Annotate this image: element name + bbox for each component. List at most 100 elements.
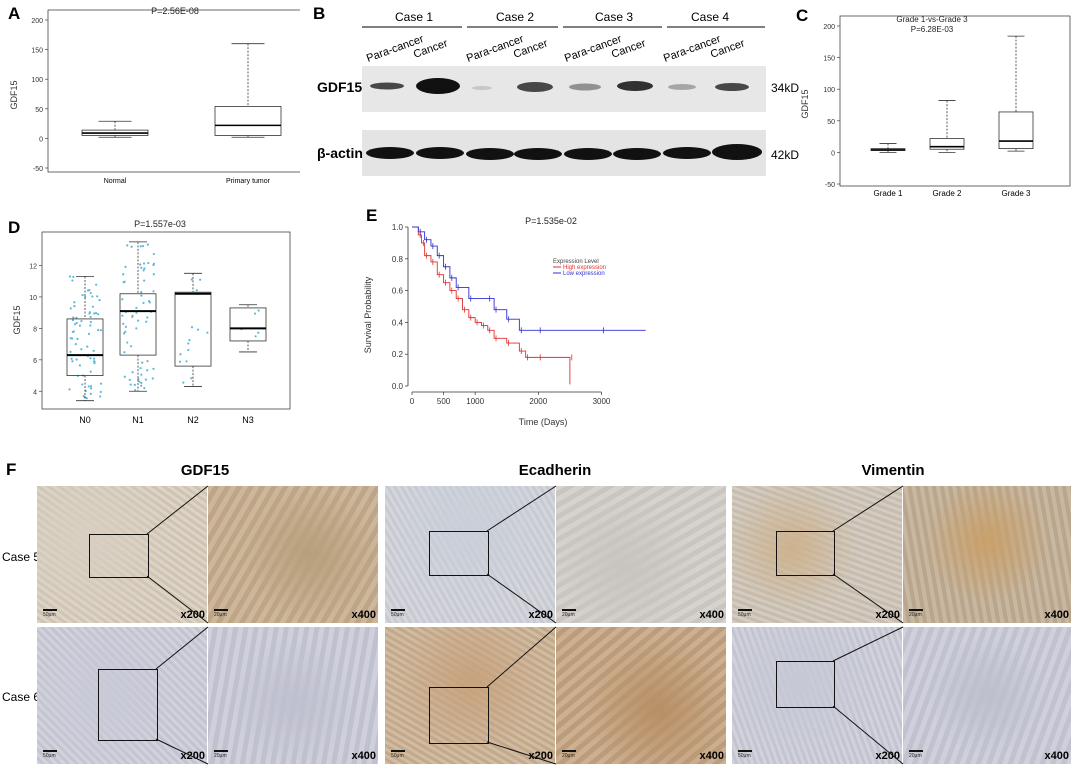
x-tick-label: 0 <box>410 397 415 406</box>
survival-curve <box>412 227 570 384</box>
data-point <box>126 341 128 343</box>
data-point <box>68 388 70 390</box>
data-point <box>131 246 133 248</box>
data-point <box>124 266 126 268</box>
data-point <box>153 253 155 255</box>
scale-bar: 20μm <box>909 609 923 618</box>
data-point <box>143 262 145 264</box>
data-point <box>88 289 90 291</box>
box <box>67 319 103 376</box>
y-tick-label: 6 <box>33 358 37 365</box>
actin-blot-label: β-actin <box>317 145 363 161</box>
data-point <box>140 245 142 247</box>
data-point <box>122 323 124 325</box>
data-point <box>179 361 181 363</box>
y-tick-label: 10 <box>29 295 37 302</box>
data-point <box>79 364 81 366</box>
chart-d-xlabel-n1: N1 <box>132 415 144 425</box>
data-point <box>135 327 137 329</box>
data-point <box>80 320 82 322</box>
y-tick-label: 150 <box>823 56 835 63</box>
data-point <box>140 267 142 269</box>
scale-bar: 20μm <box>562 750 576 759</box>
data-point <box>153 263 155 265</box>
y-tick-label: 200 <box>823 24 835 31</box>
data-point <box>122 273 124 275</box>
data-point <box>72 276 74 278</box>
data-point <box>146 360 148 362</box>
scale-bar: 50μm <box>391 750 405 759</box>
data-point <box>125 326 127 328</box>
ihc-ecadherin-case6-x400: 20μm x400 <box>556 627 726 764</box>
data-point <box>93 358 95 360</box>
data-point <box>99 395 101 397</box>
data-point <box>72 319 74 321</box>
chart-c-xlabel-g1: Grade 1 <box>874 189 903 198</box>
data-point <box>152 377 154 379</box>
data-point <box>100 391 102 393</box>
data-point <box>146 316 148 318</box>
data-point <box>70 337 72 339</box>
chart-c-pvalue: P=6.28E-03 <box>911 25 954 34</box>
data-point <box>95 284 97 286</box>
data-point <box>73 305 75 307</box>
mag-label: x200 <box>529 750 553 762</box>
data-point <box>135 307 137 309</box>
chart-e-pvalue: P=1.535e-02 <box>525 216 577 226</box>
data-point <box>145 379 147 381</box>
data-point <box>191 278 193 280</box>
data-point <box>70 307 72 309</box>
chart-a-xlabel-tumor: Primary tumor <box>226 178 271 185</box>
data-point <box>90 387 92 389</box>
data-point <box>69 351 71 353</box>
data-point <box>86 346 88 348</box>
y-tick-label: 100 <box>31 77 43 84</box>
data-point <box>93 312 95 314</box>
data-point <box>139 263 141 265</box>
data-point <box>130 345 132 347</box>
chart-e-xlabel: Time (Days) <box>519 417 568 427</box>
chart-d: P=1.557e-03 1210864 GDF15 N0 N1 N2 N3 <box>0 210 300 440</box>
data-point <box>76 338 78 340</box>
data-point <box>89 357 91 359</box>
chart-d-xlabel-n2: N2 <box>187 415 199 425</box>
data-point <box>93 361 95 363</box>
scale-bar: 20μm <box>214 609 228 618</box>
y-tick-label: 0.0 <box>392 382 404 391</box>
ihc-ecadherin-case5-x400: 20μm x400 <box>556 486 726 623</box>
data-point <box>123 351 125 353</box>
data-point <box>124 376 126 378</box>
data-point <box>182 381 184 383</box>
data-point <box>75 317 77 319</box>
data-point <box>90 371 92 373</box>
y-tick-label: 8 <box>33 326 37 333</box>
chart-d-ylabel: GDF15 <box>12 305 22 334</box>
data-point <box>70 358 72 360</box>
chart-d-pvalue: P=1.557e-03 <box>134 219 186 229</box>
y-tick-label: 150 <box>31 48 43 55</box>
chart-d-xlabel-n3: N3 <box>242 415 254 425</box>
case-2-label: Case 2 <box>496 10 534 24</box>
data-point <box>145 321 147 323</box>
mag-label: x400 <box>700 750 724 762</box>
col-header-gdf15: GDF15 <box>150 462 260 479</box>
data-point <box>75 343 77 345</box>
mag-label: x200 <box>181 609 205 621</box>
survival-curve <box>412 227 646 330</box>
data-point <box>73 301 75 303</box>
data-point <box>141 362 143 364</box>
chart-c-ylabel: GDF15 <box>800 89 810 118</box>
ihc-gdf15-case5-x200: 50μm x200 <box>37 486 207 623</box>
data-point <box>197 329 199 331</box>
scale-bar: 50μm <box>738 750 752 759</box>
data-point <box>90 316 92 318</box>
data-point <box>124 331 126 333</box>
y-tick-label: -50 <box>33 166 43 173</box>
data-point <box>96 295 98 297</box>
ihc-vimentin-case6-x200: 50μm x200 <box>732 627 902 764</box>
data-point <box>152 368 154 370</box>
chart-a: P=2.56E-08 200150100500-50 GDF15 Normal … <box>0 0 300 200</box>
box <box>215 106 281 135</box>
case-4-label: Case 4 <box>691 10 729 24</box>
data-point <box>130 383 132 385</box>
